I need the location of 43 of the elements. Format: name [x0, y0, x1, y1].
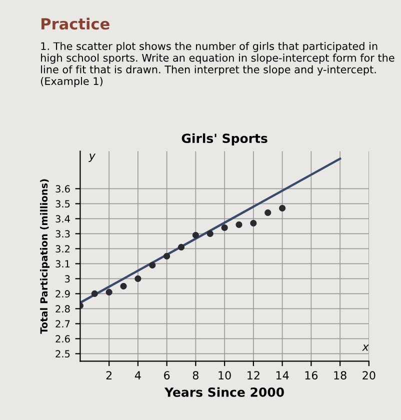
y-tick-label: 3.2 [56, 245, 70, 253]
annotation: y [88, 154, 96, 162]
y-tick-label: 2.9 [56, 290, 70, 298]
x-tick-label: 8 [192, 371, 198, 380]
x-tick-label: 12 [248, 371, 260, 380]
x-tick-label: 16 [305, 371, 318, 380]
point [134, 275, 142, 282]
x-tick-label: 14 [276, 371, 289, 380]
x-tick-label: 18 [334, 371, 346, 380]
y-tick-label: 2.7 [56, 320, 70, 328]
x-tick-label: 2 [106, 371, 112, 380]
point [149, 262, 156, 268]
y-tick-label: 2.6 [56, 335, 70, 343]
point [264, 209, 272, 216]
point [236, 221, 242, 228]
annotation: x [362, 344, 370, 351]
y-tick-label: 3.5 [56, 200, 70, 208]
x-tick-label: 10 [218, 371, 231, 380]
text: 1. The scatter plot shows the number of girls that participated in high school sports. Write an equation in slope-intercept form for the line of fit that is drawn. Then interpret the slope and y-intercept. (Example 1) [40, 42, 394, 88]
x-axis-title: Years Since 2000 [164, 387, 284, 397]
text: Practice [42, 18, 110, 30]
point [206, 230, 214, 237]
point [91, 290, 98, 297]
y-tick-label: 3.6 [56, 185, 70, 193]
point [164, 252, 170, 260]
y-tick-label: 3.3 [56, 230, 70, 238]
x-tick-label: 6 [164, 371, 170, 380]
x-tick-label: 4 [134, 371, 141, 380]
y-tick-label: 2.5 [56, 350, 70, 358]
y-axis-title: Total Participation (millions) [40, 179, 50, 334]
point [192, 232, 199, 238]
chart-title: Girls' Sports [182, 133, 268, 146]
point [279, 204, 286, 212]
point [221, 224, 228, 231]
point [178, 244, 185, 250]
y-tick-label: 3.4 [56, 215, 70, 223]
y-tick-label: 3 [65, 275, 70, 283]
point [120, 282, 127, 290]
point [106, 288, 112, 296]
y-tick-label: 3.1 [56, 260, 70, 268]
x-tick-label: 20 [362, 371, 376, 380]
y-tick-label: 2.8 [56, 305, 70, 313]
point [250, 220, 257, 226]
